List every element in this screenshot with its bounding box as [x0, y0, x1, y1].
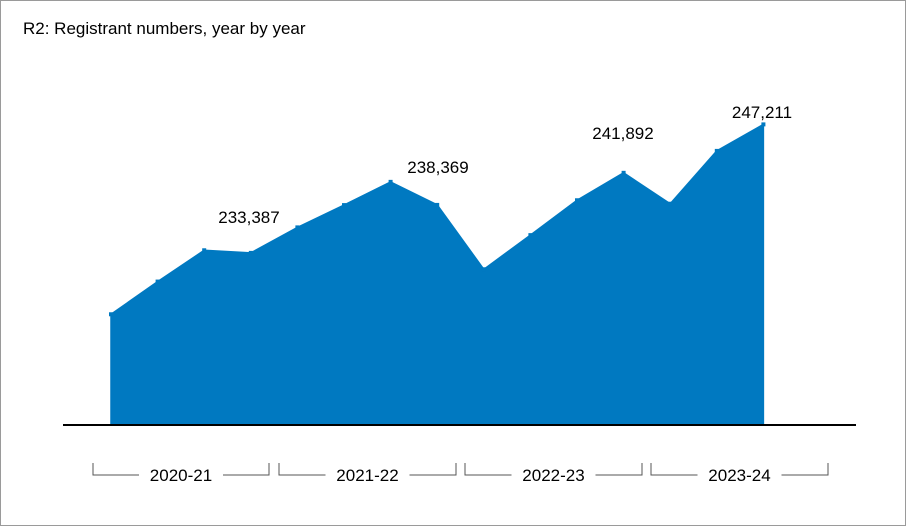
data-point [668, 201, 673, 206]
category-bracket [595, 463, 643, 476]
data-point [621, 170, 626, 175]
category-bracket [464, 463, 512, 476]
data-point [388, 179, 393, 184]
data-point [295, 225, 300, 230]
data-label: 238,369 [407, 158, 468, 177]
category-label: 2020-21 [150, 466, 212, 485]
category-bracket [92, 463, 139, 476]
category-label: 2023-24 [708, 466, 770, 485]
category-label: 2022-23 [522, 466, 584, 485]
data-point [528, 233, 533, 238]
data-label: 247,211 [732, 103, 792, 122]
data-point [481, 267, 486, 272]
data-point [575, 198, 579, 203]
data-point [761, 122, 766, 127]
data-point [248, 250, 253, 255]
area-series [110, 123, 765, 426]
category-bracket [781, 463, 829, 476]
chart-title: R2: Registrant numbers, year by year [23, 19, 306, 38]
data-label: 233,387 [218, 208, 279, 227]
category-label: 2021-22 [336, 466, 398, 485]
data-point [342, 203, 346, 208]
data-point [155, 279, 160, 284]
category-bracket [409, 463, 457, 476]
category-bracket [650, 463, 698, 476]
data-point [109, 312, 113, 317]
data-label: 241,892 [592, 124, 653, 143]
category-bracket [223, 463, 270, 476]
data-point [435, 202, 440, 207]
data-point [714, 148, 719, 153]
category-bracket [278, 463, 326, 476]
data-point [202, 248, 207, 253]
